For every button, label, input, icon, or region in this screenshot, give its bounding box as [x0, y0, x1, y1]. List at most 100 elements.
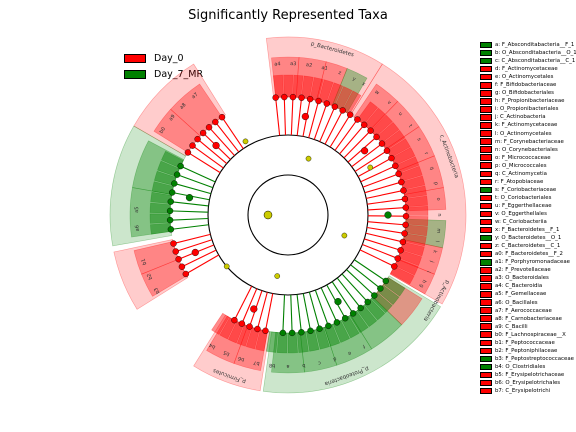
taxa-legend-label: a6: O_Bacillales — [495, 299, 538, 306]
sector-label: l — [434, 240, 440, 242]
tree-branch — [185, 254, 219, 275]
leaf-sector — [283, 74, 294, 98]
taxa-legend-label: v: O_Eggerthellales — [495, 210, 547, 217]
taxa-legend-swatch — [480, 275, 492, 282]
leaf-sector — [405, 215, 429, 227]
clade-node — [384, 211, 392, 219]
tree-branch — [173, 233, 211, 245]
tree-ring-core — [247, 174, 329, 256]
sector-label: v — [386, 100, 392, 106]
taxa-legend-label: a5: F_Gemellaceae — [495, 291, 547, 298]
taxa-legend-swatch — [480, 49, 492, 57]
taxa-legend-swatch — [480, 226, 492, 234]
tree-branch — [233, 286, 253, 321]
taxa-legend-label: m: F_Corynebacteriaceae — [495, 138, 564, 145]
sector-label: c — [317, 359, 321, 365]
taxa-legend-swatch — [480, 178, 492, 186]
tree-branch — [221, 116, 244, 149]
taxa-legend-label: w: C_Coriobacteriia — [495, 219, 547, 226]
taxa-legend-label: b0: F_Lachnospiraceae__X — [495, 331, 566, 338]
sector-label: a3 — [290, 61, 296, 67]
taxon-node — [167, 226, 175, 233]
taxa-legend-swatch — [480, 170, 492, 178]
tree-branch — [346, 269, 375, 296]
taxon-node — [391, 263, 398, 270]
taxon-node — [342, 315, 349, 322]
tree-branch — [176, 174, 214, 189]
taxa-legend-swatch — [480, 283, 492, 290]
sector-label: x — [361, 81, 367, 88]
taxa-legend-item: a5: F_Gemellaceae — [480, 290, 576, 298]
tree-branch — [170, 210, 209, 213]
taxa-legend-swatch — [480, 387, 492, 395]
taxon-node — [231, 316, 238, 324]
tree-branch — [181, 249, 217, 268]
tree-branch — [367, 207, 406, 211]
taxon-node — [166, 207, 174, 215]
taxa-legend-label: l: O_Actinomycetales — [495, 130, 552, 137]
taxon-node — [371, 292, 378, 299]
taxon-node — [238, 320, 246, 327]
group-legend: Day_0 Day_7_MR — [124, 50, 203, 82]
taxa-legend-label: b5: F_Erysipelotrichaceae — [495, 371, 565, 378]
taxa-legend-item: y: O_Bacteroidetes__O_1 — [480, 234, 576, 242]
taxa-legend-label: a: F_Absconditabacteria__F_1 — [495, 42, 575, 48]
leaf-sector — [149, 213, 171, 224]
sector-label: t — [407, 124, 413, 129]
tree-branch — [275, 97, 281, 136]
sector-label: n — [436, 213, 442, 216]
taxa-legend-item: q: C_Actinomycetia — [480, 170, 576, 178]
taxa-legend-label: d: F_Actinomycetaceae — [495, 66, 558, 73]
taxa-legend-swatch — [480, 339, 492, 346]
taxa-legend-label: u: F_Eggerthellaceae — [495, 202, 552, 209]
sector-label: b8 — [269, 362, 276, 369]
legend-entry-day0: Day_0 — [124, 50, 203, 66]
taxa-legend-swatch — [480, 347, 492, 355]
tree-branch — [214, 121, 240, 153]
taxon-node — [339, 107, 346, 114]
taxon-node — [298, 94, 305, 101]
taxon-node — [175, 256, 182, 263]
tree-branch — [296, 97, 303, 136]
taxa-legend-item: b: O_Absconditabacteria__O_1 — [480, 49, 576, 57]
taxa-legend-swatch — [480, 242, 492, 250]
taxa-legend-swatch — [480, 210, 492, 218]
taxa-legend-swatch — [480, 234, 492, 242]
tree-branch — [313, 103, 328, 140]
taxa-legend-swatch — [480, 82, 492, 89]
taxa-legend-label: b7: C_Erysipelotrichi — [495, 388, 551, 395]
taxa-legend-label: b3: F_Peptostreptococcaceae — [495, 355, 574, 362]
tree-branch — [187, 152, 221, 174]
taxa-legend-label: b1: F_Peptococcaceae — [495, 339, 555, 346]
taxon-node — [377, 285, 384, 292]
taxa-legend-item: i: O_Propionibacteriales — [480, 105, 576, 113]
taxa-legend-swatch — [480, 363, 492, 371]
taxon-node — [170, 240, 177, 247]
taxa-legend-swatch — [480, 122, 492, 129]
taxa-legend-swatch — [480, 138, 492, 145]
taxa-legend-item: j: C_Actinobacteria — [480, 113, 576, 121]
sector-label: b4 — [208, 342, 217, 350]
clade-node — [212, 141, 220, 150]
taxa-legend-item: x: F_Bacteroidetes__F_1 — [480, 226, 576, 234]
taxon-node — [177, 162, 184, 170]
taxa-legend-swatch — [480, 73, 492, 81]
root-node — [263, 210, 273, 220]
sector-label: o — [435, 197, 441, 201]
taxa-legend-swatch — [480, 371, 492, 379]
tree-branch — [357, 157, 392, 177]
tree-branch — [343, 130, 371, 159]
tree-branch — [170, 217, 209, 221]
tree-branch — [282, 294, 286, 333]
taxon-node — [178, 263, 186, 270]
taxa-legend-label: a1: F_Porphyromonadaceae — [495, 259, 570, 266]
taxa-legend: a: F_Absconditabacteria__F_1 b: O_Abscond… — [480, 41, 576, 395]
taxa-legend-label: a2: F_Prevotellaceae — [495, 267, 551, 274]
leaf-sector — [296, 331, 309, 353]
taxon-node — [364, 298, 371, 306]
taxa-legend-label: f: F_Bifidobacteriaceae — [495, 82, 557, 89]
taxa-legend-swatch — [480, 194, 492, 202]
sector-label: a1 — [321, 65, 329, 72]
leaf-sector — [276, 332, 288, 354]
taxa-legend-swatch — [480, 106, 492, 113]
